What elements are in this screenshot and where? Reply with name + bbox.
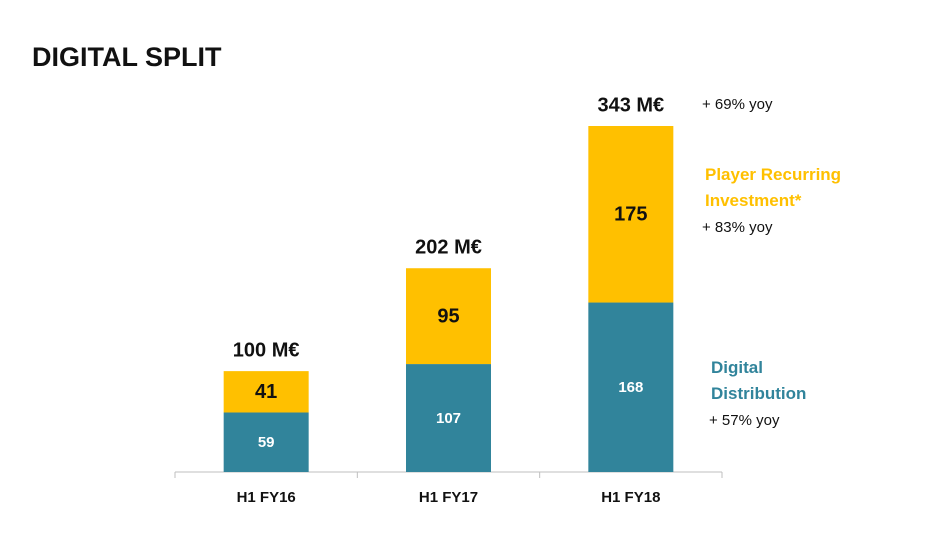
x-tick-label: H1 FY16 <box>237 489 296 506</box>
value-label: 95 <box>437 305 459 327</box>
legend-entry: Player Recurring Investment* <box>705 165 842 210</box>
value-label: 107 <box>436 410 461 427</box>
legend-entry: Digital Distribution <box>711 358 807 403</box>
total-growth: + 69% yoy <box>702 96 773 113</box>
x-tick-label: H1 FY18 <box>601 489 660 506</box>
bar-segment <box>223 412 309 472</box>
value-label: 41 <box>255 381 277 403</box>
chart-title: DIGITAL SPLIT <box>32 42 222 72</box>
total-label: 202 M€ <box>415 237 482 259</box>
series-growth: + 83% yoy <box>702 219 773 236</box>
series-growth: + 57% yoy <box>709 412 780 429</box>
bar-segment <box>406 268 491 365</box>
value-label: 59 <box>258 434 275 451</box>
value-label: 168 <box>618 379 643 396</box>
bar-segment <box>223 371 309 413</box>
bar-segment <box>588 126 674 303</box>
bar-segment <box>406 364 491 472</box>
total-label: 100 M€ <box>233 339 300 361</box>
x-tick-label: H1 FY17 <box>419 489 478 506</box>
total-label: 343 M€ <box>597 94 664 116</box>
bar-segment <box>588 302 674 472</box>
value-label: 175 <box>614 204 647 226</box>
